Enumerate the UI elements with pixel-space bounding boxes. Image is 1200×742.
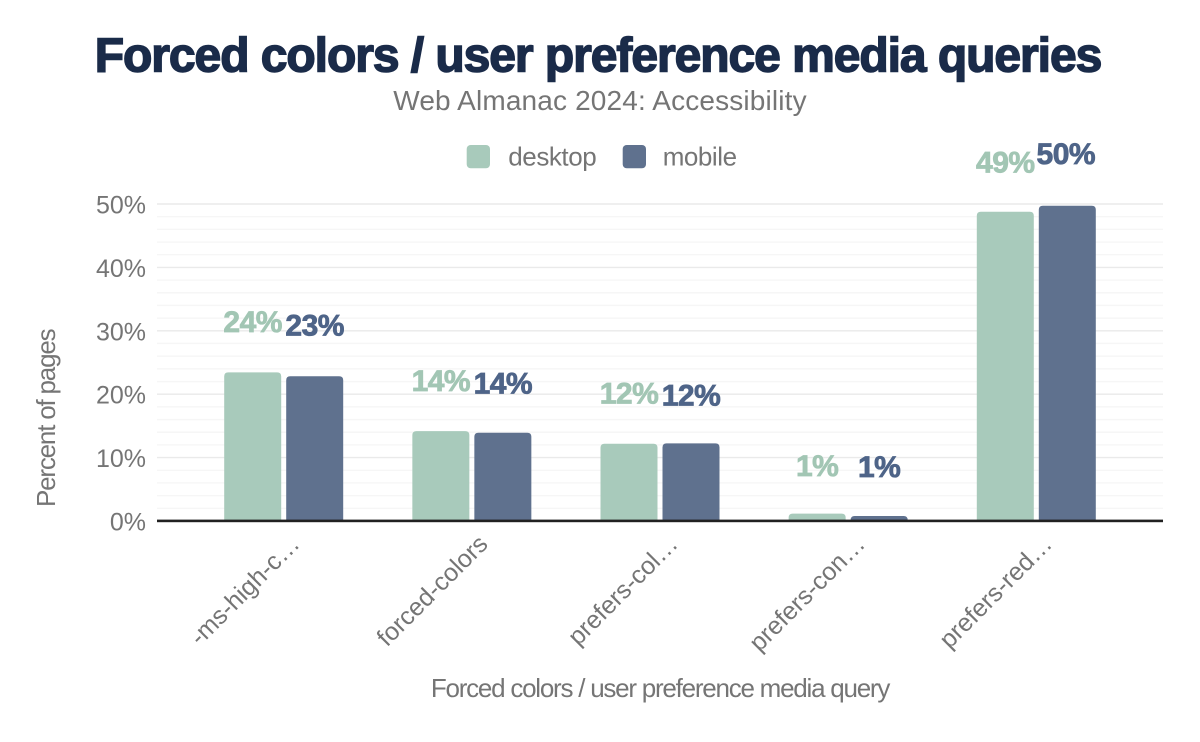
svg-text:1%: 1%: [858, 451, 900, 484]
svg-text:24%: 24%: [223, 306, 282, 339]
svg-text:40%: 40%: [96, 255, 146, 283]
svg-text:0%: 0%: [110, 509, 146, 537]
svg-text:desktop: desktop: [508, 142, 596, 172]
svg-text:30%: 30%: [96, 318, 146, 346]
svg-text:mobile: mobile: [663, 142, 737, 172]
svg-text:10%: 10%: [96, 445, 146, 473]
svg-text:Forced colors / user preferenc: Forced colors / user preference media qu…: [431, 673, 890, 703]
svg-text:14%: 14%: [412, 365, 471, 398]
svg-text:49%: 49%: [976, 147, 1035, 180]
svg-text:14%: 14%: [474, 367, 533, 400]
svg-text:Web Almanac 2024: Accessibilit: Web Almanac 2024: Accessibility: [393, 85, 806, 116]
svg-text:20%: 20%: [96, 382, 146, 410]
svg-text:1%: 1%: [796, 450, 838, 483]
svg-text:Forced colors / user preferenc: Forced colors / user preference media qu…: [95, 30, 1102, 83]
svg-text:23%: 23%: [285, 310, 344, 343]
svg-text:Percent of pages: Percent of pages: [31, 328, 61, 507]
svg-text:50%: 50%: [96, 192, 146, 220]
svg-text:12%: 12%: [662, 379, 721, 412]
svg-text:50%: 50%: [1037, 138, 1096, 171]
svg-text:12%: 12%: [600, 378, 659, 411]
